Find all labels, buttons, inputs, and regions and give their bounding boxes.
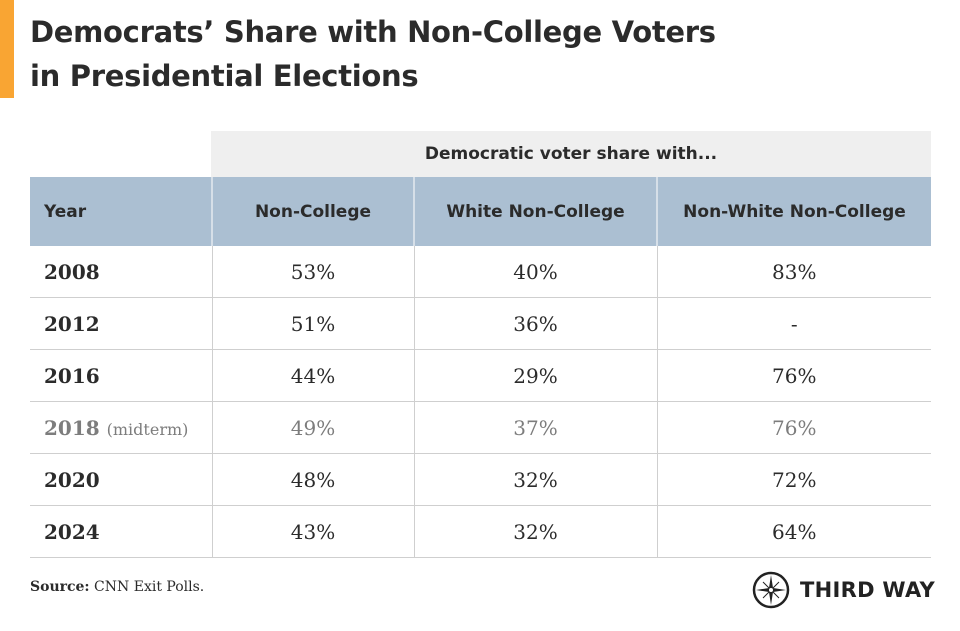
header-row: Year Non-College White Non-College Non-Whit… [30,177,931,246]
value-cell: 64% [656,505,931,558]
year-label: 2008 [44,259,100,284]
value-cell: 36% [413,297,657,350]
year-label: 2018 [44,415,100,440]
source-note: Source: CNN Exit Polls. [30,579,204,595]
value-cell: 76% [656,349,931,402]
value-cell: 49% [211,401,414,454]
value-cell: 72% [656,453,931,506]
value-cell: 37% [413,401,657,454]
year-label: 2016 [44,363,100,388]
year-note: (midterm) [106,419,189,439]
source-text: CNN Exit Polls. [89,579,205,595]
column-header: Non-White Non-College [656,177,931,246]
year-label: 2012 [44,311,100,336]
value-cell: 44% [211,349,414,402]
value-cell: 32% [413,505,657,558]
value-cell: 40% [413,246,657,298]
table-row: 2008 53% 40% 83% [30,246,931,298]
year-cell: 2020 [30,453,212,506]
value-cell: - [656,297,931,350]
source-label: Source: [30,579,90,595]
year-cell: 2018 (midterm) [30,401,212,454]
value-cell: 48% [211,453,414,506]
table-row: 2018 (midterm) 49% 37% 76% [30,401,931,454]
value-cell: 43% [211,505,414,558]
third-way-logo: THIRD WAY [752,571,935,609]
year-label: 2024 [44,519,100,544]
year-cell: 2016 [30,349,212,402]
page-title: Democrats’ Share with Non-College Voters… [30,10,716,98]
table-row: 2024 43% 32% 64% [30,505,931,558]
year-cell: 2024 [30,505,212,558]
table-row: 2012 51% 36% - [30,297,931,350]
value-cell: 83% [656,246,931,298]
compass-star-icon [752,571,790,609]
value-cell: 29% [413,349,657,402]
column-header: White Non-College [413,177,657,246]
value-cell: 53% [211,246,414,298]
column-header: Non-College [211,177,414,246]
column-header: Year [30,177,212,246]
data-table: Year Non-College White Non-College Non-Whit… [30,177,931,558]
value-cell: 76% [656,401,931,454]
super-header: Democratic voter share with... [211,131,931,177]
title-line-2: in Presidential Elections [30,59,419,93]
table-row: 2016 44% 29% 76% [30,349,931,402]
value-cell: 51% [211,297,414,350]
title-line-1: Democrats’ Share with Non-College Voters [30,15,716,49]
table-row: 2020 48% 32% 72% [30,453,931,506]
logo-text: THIRD WAY [800,578,935,602]
year-cell: 2012 [30,297,212,350]
year-cell: 2008 [30,246,212,298]
year-label: 2020 [44,467,100,492]
accent-bar [0,0,14,98]
value-cell: 32% [413,453,657,506]
